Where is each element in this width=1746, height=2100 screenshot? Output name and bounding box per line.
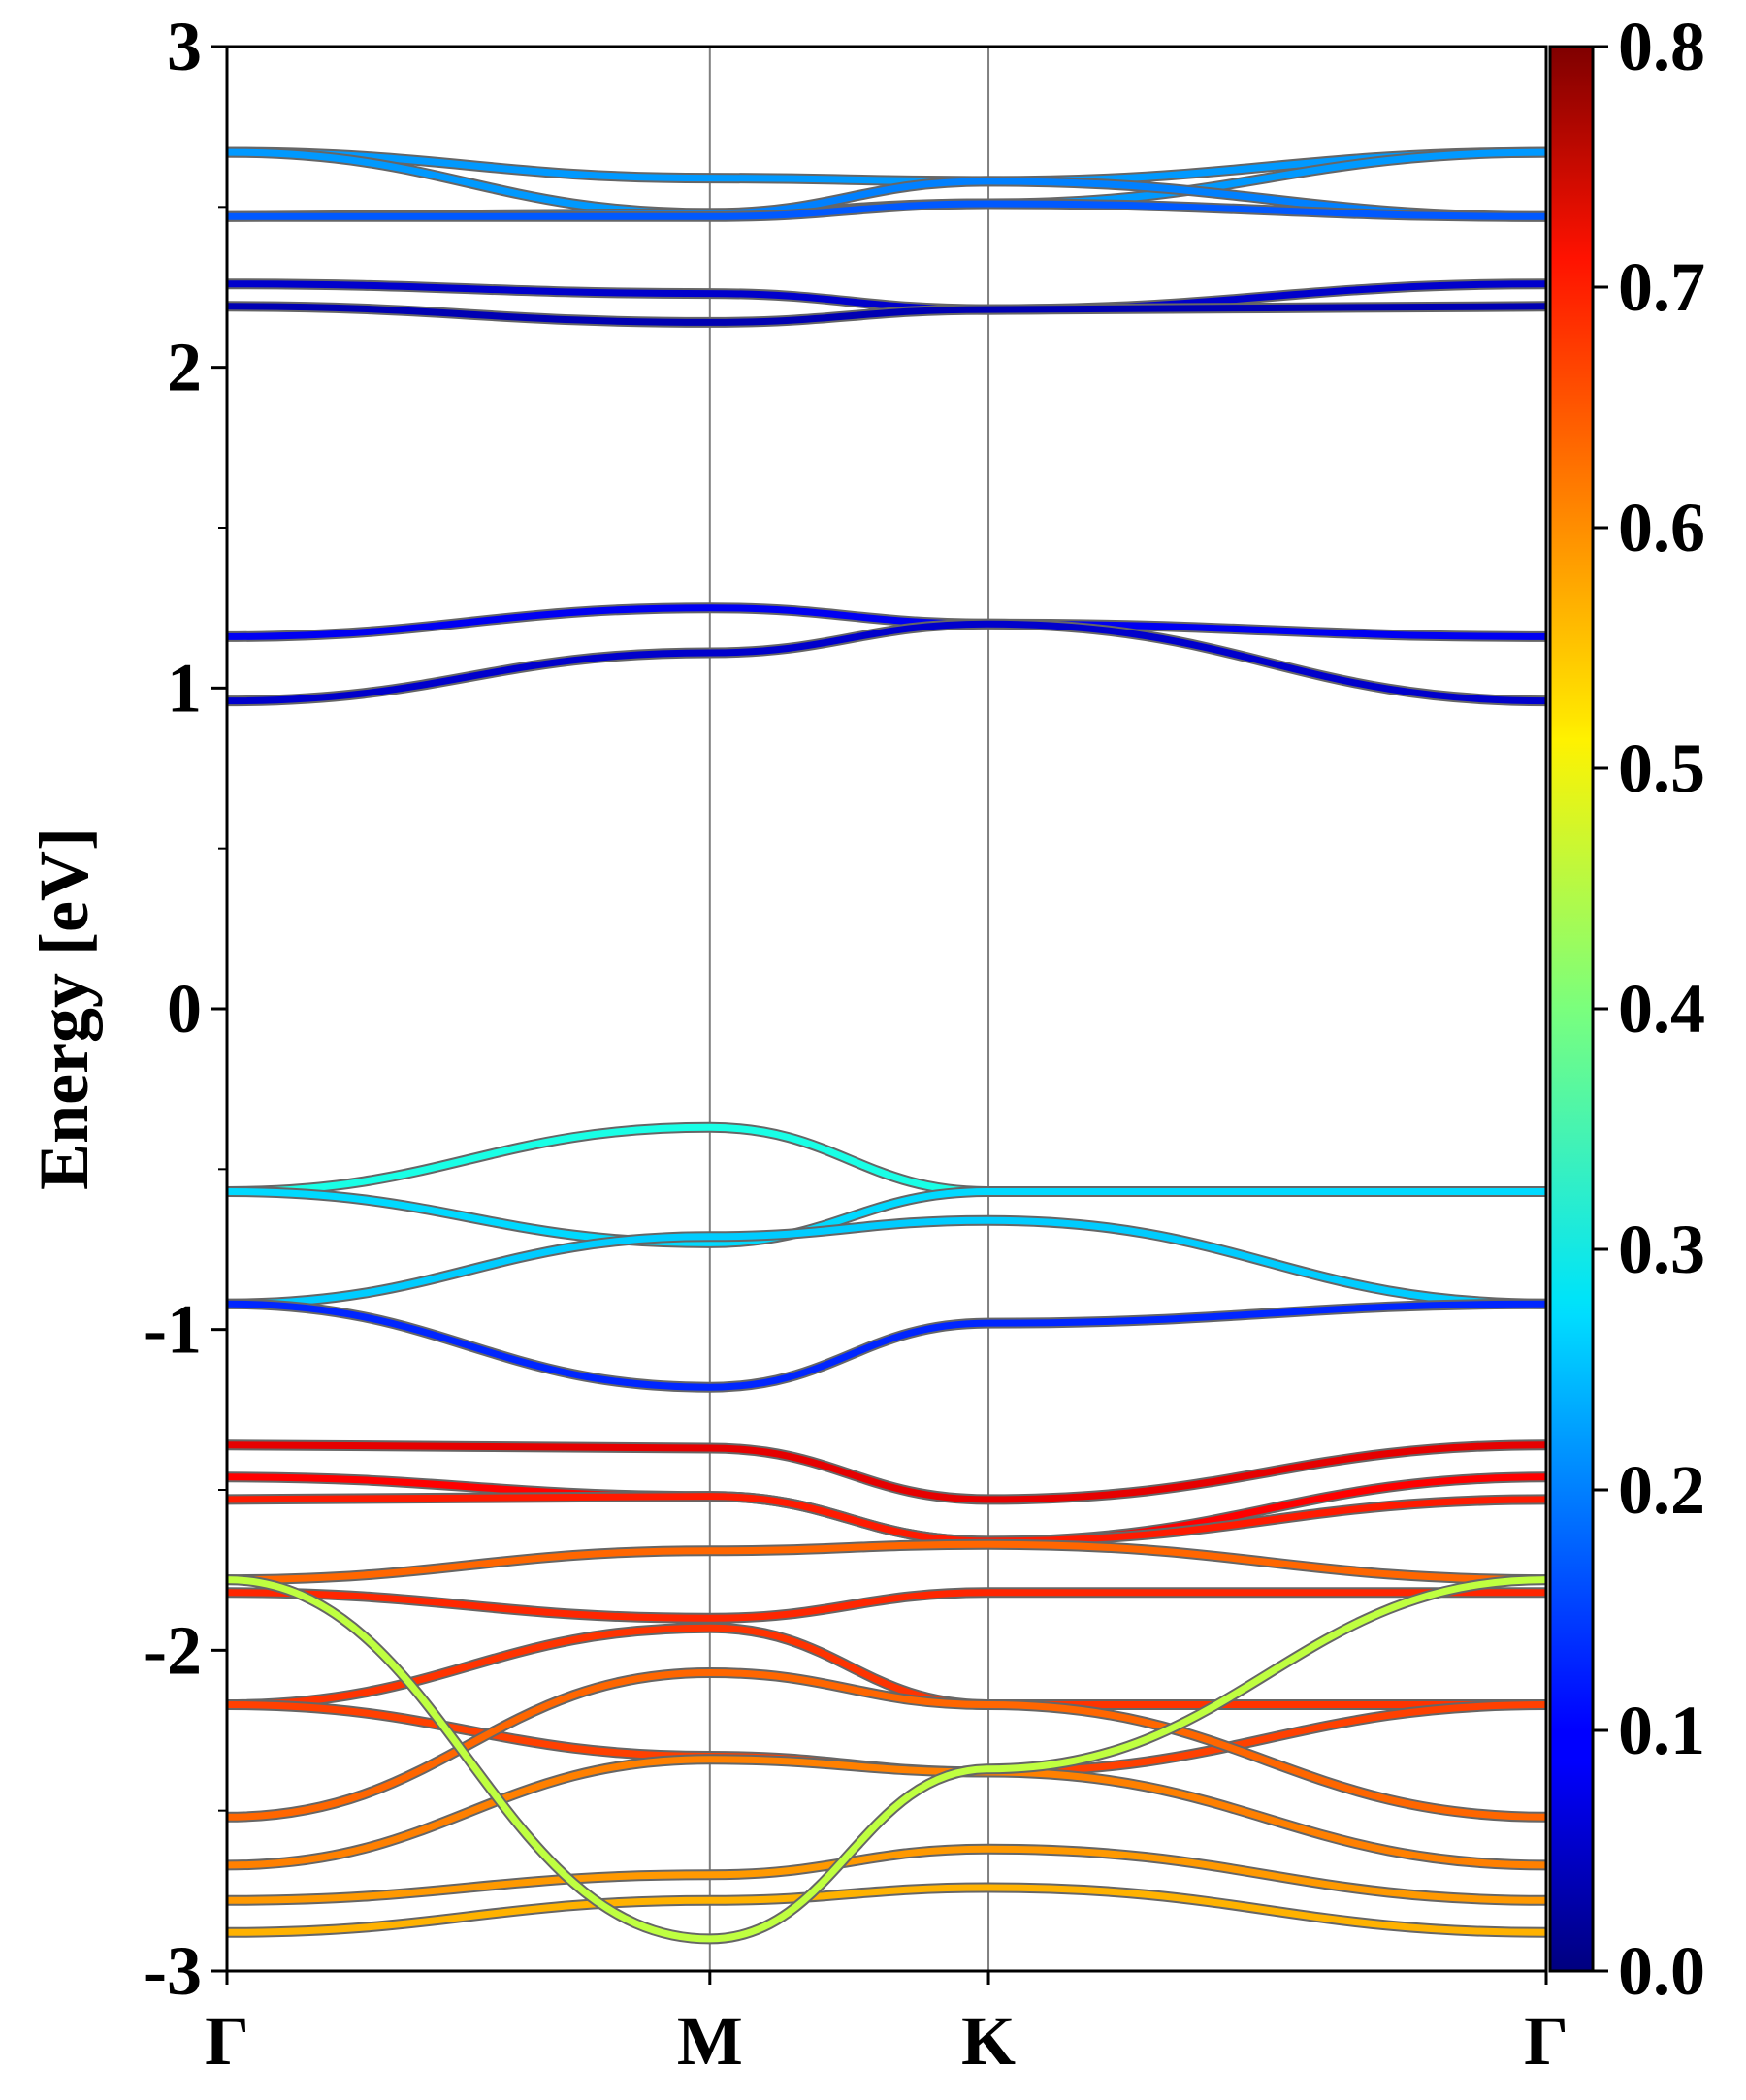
y-axis-ticks: -3 -2 -1 0 1 2 3	[144, 8, 227, 2010]
band-outline	[227, 1298, 1546, 1393]
band-line	[227, 1540, 1546, 1584]
y-tick-label: 3	[167, 8, 202, 85]
band-line	[227, 148, 1546, 185]
band-line	[227, 1576, 1546, 1943]
colorbar-ticks: 0.0 0.1 0.2 0.3 0.4 0.5 0.6 0.7 0.8	[1593, 8, 1705, 2010]
band-line	[227, 1123, 1546, 1196]
band-line	[227, 303, 1546, 326]
colorbar-tick-label: 0.1	[1618, 1692, 1705, 1769]
band-outline	[227, 1185, 1546, 1248]
colorbar-tick-label: 0.5	[1618, 729, 1705, 807]
x-tick-label: Γ	[1524, 2002, 1568, 2080]
x-tick-label: M	[677, 2002, 743, 2080]
high-symmetry-lines	[708, 47, 990, 1971]
band-line	[227, 620, 1546, 705]
band-line	[227, 1493, 1546, 1545]
colorbar-tick-label: 0.2	[1618, 1451, 1705, 1529]
band-line	[227, 1589, 1546, 1622]
band-outline	[227, 1121, 1546, 1198]
band-line	[227, 1187, 1546, 1246]
band-outline	[227, 1214, 1546, 1309]
y-tick-label: -2	[144, 1611, 202, 1689]
band-line	[227, 1668, 1546, 1821]
band-line	[227, 1441, 1546, 1503]
y-tick-label: 0	[167, 970, 202, 1048]
bands	[227, 146, 1546, 1945]
colorbar-tick-label: 0.8	[1618, 8, 1705, 85]
x-tick-label: K	[961, 2002, 1016, 2080]
colorbar-tick-label: 0.7	[1618, 248, 1705, 326]
colorbar-tick-label: 0.3	[1618, 1211, 1705, 1288]
x-tick-label: Γ	[205, 2002, 249, 2080]
band-line	[227, 1624, 1546, 1709]
band-outline	[227, 1538, 1546, 1586]
y-axis-label: Energy [eV]	[25, 827, 103, 1190]
band-line	[227, 280, 1546, 313]
y-tick-label: 2	[167, 329, 202, 406]
colorbar	[1548, 45, 1595, 1973]
colorbar-tick-label: 0.6	[1618, 489, 1705, 566]
band-line	[227, 1216, 1546, 1308]
y-tick-label: -3	[144, 1932, 202, 2010]
colorbar-tick-label: 0.0	[1618, 1932, 1705, 2010]
band-outline	[227, 1491, 1546, 1547]
band-line	[227, 1300, 1546, 1391]
colorbar-tick-label: 0.4	[1618, 970, 1705, 1048]
band-line	[227, 1756, 1546, 1869]
band-line	[227, 1884, 1546, 1936]
band-line	[227, 604, 1546, 640]
y-tick-label: -1	[144, 1291, 202, 1369]
band-line	[227, 1845, 1546, 1904]
y-tick-label: 1	[167, 649, 202, 727]
band-line	[227, 200, 1546, 220]
